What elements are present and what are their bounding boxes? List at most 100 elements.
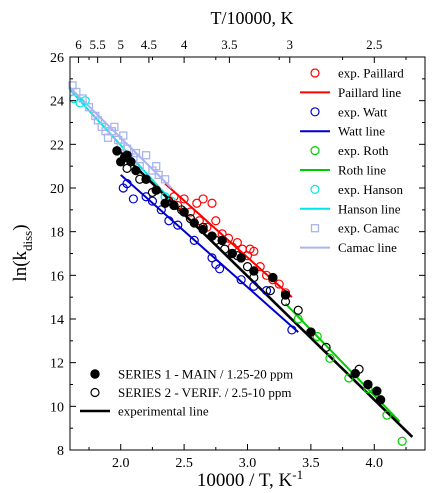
- y-tick-label: 10: [50, 400, 64, 415]
- exp-paillard-point: [249, 246, 259, 256]
- exp-camac-point: [152, 162, 161, 171]
- exp-roth-point: [325, 353, 335, 363]
- legend-label: exp. Roth: [338, 143, 389, 158]
- exp-camac-point: [72, 87, 81, 97]
- exp-camac-point: [141, 151, 151, 160]
- series-2-verif-2-5-10-ppm-point: [198, 222, 208, 232]
- exp-paillard-point: [192, 198, 202, 208]
- legend-swatch: [90, 369, 100, 379]
- exp-camac-point: [78, 94, 87, 103]
- x-tick-label: 3.5: [302, 456, 320, 471]
- legend-label: experimental line: [118, 404, 209, 419]
- exp-camac-point: [119, 131, 128, 140]
- legend-swatch: [90, 387, 100, 398]
- series-1-main-1-25-20-ppm-point: [227, 248, 237, 259]
- top-tick-label: 6: [75, 37, 82, 52]
- x-tick-label: 3.0: [239, 456, 257, 471]
- legend-swatch: [310, 146, 320, 156]
- exp-watt-point: [261, 286, 272, 296]
- legend-swatch: [310, 68, 320, 78]
- series-1-main-1-25-20-ppm-point: [306, 327, 316, 337]
- exp-paillard-point: [211, 216, 221, 226]
- series-1-main-1-25-20-ppm-point: [372, 386, 382, 396]
- legend-swatch: [310, 224, 320, 233]
- series-2-verif-2-5-10-ppm-point: [147, 187, 158, 197]
- legend-label: SERIES 1 - MAIN / 1.25-20 ppm: [118, 367, 293, 382]
- exp-paillard-point: [179, 194, 189, 204]
- y-tick-label: 16: [50, 269, 64, 284]
- legend-label: exp. Watt: [338, 104, 388, 119]
- exp-watt-point: [189, 235, 199, 245]
- legend-label: Camac line: [338, 240, 397, 255]
- data-markers: [68, 81, 407, 446]
- series-1-main-1-25-20-ppm-point: [131, 165, 141, 176]
- watt-line: [120, 174, 299, 333]
- x-tick-label: 4.0: [366, 456, 384, 471]
- legend-bottom-left: SERIES 1 - MAIN / 1.25-20 ppm SERIES 2 - …: [80, 367, 293, 419]
- series-2-verif-2-5-10-ppm-point: [242, 262, 253, 272]
- exp-roth-point: [397, 436, 407, 446]
- y-tick-label: 24: [50, 95, 64, 110]
- exp-paillard-point: [198, 194, 208, 204]
- exp-watt-point: [128, 194, 138, 204]
- top-tick-label: 5.5: [90, 37, 106, 52]
- legend-swatch: [310, 184, 320, 194]
- x-axis-label-main: 10000 / T, K: [197, 470, 293, 491]
- series-2-verif-2-5-10-ppm-point: [176, 205, 187, 215]
- exp-paillard-point: [255, 262, 265, 272]
- series-2-verif-2-5-10-ppm-point: [164, 196, 174, 206]
- x-axis-label: 10000 / T, K-1: [197, 467, 303, 491]
- legend-label: exp. Hanson: [338, 182, 403, 197]
- y-tick-label: 8: [57, 444, 64, 459]
- series-1-main-1-25-20-ppm-point: [141, 174, 151, 184]
- exp-watt-point: [236, 275, 246, 285]
- exp-watt-point: [147, 196, 158, 206]
- exp-watt-point: [249, 281, 259, 291]
- exp-watt-point: [215, 264, 225, 274]
- series-1-main-1-25-20-ppm-point: [280, 290, 291, 300]
- y-tick-label: 26: [50, 51, 64, 66]
- exp-roth-point: [344, 373, 354, 383]
- exp-camac-point: [131, 148, 141, 158]
- top-tick-label: 5: [117, 37, 124, 52]
- series-2-verif-2-5-10-ppm-point: [232, 251, 242, 261]
- legend-label: exp. Camac: [338, 221, 400, 236]
- series-2-verif-2-5-10-ppm-point: [249, 272, 259, 283]
- exp-camac-point: [107, 127, 116, 136]
- top-axis-label: T/10000, K: [211, 8, 294, 28]
- y-tick-label: 18: [50, 226, 64, 241]
- y-axis-label: ln(kdiss): [10, 224, 35, 281]
- exp-camac-point: [110, 122, 119, 132]
- series-2-verif-2-5-10-ppm-point: [265, 286, 275, 296]
- y-tick-label: 22: [50, 138, 64, 153]
- x-axis-label-exponent: -1: [292, 467, 303, 482]
- exp-paillard-point: [207, 198, 217, 208]
- series-1-main-1-25-20-ppm-point: [179, 207, 189, 217]
- exp-watt-point: [164, 216, 174, 226]
- series-2-verif-2-5-10-ppm-point: [293, 305, 303, 315]
- top-tick-label: 2.5: [366, 37, 382, 52]
- y-tick-label: 20: [50, 182, 64, 197]
- top-tick-label: 4: [181, 37, 188, 52]
- series-1-main-1-25-20-ppm-point: [198, 224, 208, 235]
- series-2-verif-2-5-10-ppm-point: [354, 364, 364, 374]
- exp-roth-point: [382, 410, 392, 420]
- series-1-main-1-25-20-ppm-point: [112, 146, 122, 156]
- top-tick-label: 3: [287, 37, 294, 52]
- series-1-main-1-25-20-ppm-point: [249, 266, 259, 276]
- exp-camac-point: [84, 103, 94, 112]
- exp-hanson-point: [75, 98, 85, 108]
- legend-label: Roth line: [338, 163, 386, 178]
- series-2-verif-2-5-10-ppm-point: [211, 235, 221, 245]
- legend-swatch: [310, 107, 320, 117]
- y-tick-label: 14: [50, 313, 64, 328]
- exp-watt-point: [287, 325, 297, 335]
- x-tick-label: 2.0: [112, 456, 130, 471]
- legend-label: SERIES 2 - VERIF. / 2.5-10 ppm: [118, 385, 292, 400]
- y-axis-label-main: ln(k: [10, 250, 31, 281]
- legend-label: Hanson line: [338, 201, 401, 216]
- exp-roth-point: [312, 331, 322, 342]
- series-1-main-1-25-20-ppm-point: [217, 235, 227, 246]
- series-2-verif-2-5-10-ppm-point: [122, 163, 132, 173]
